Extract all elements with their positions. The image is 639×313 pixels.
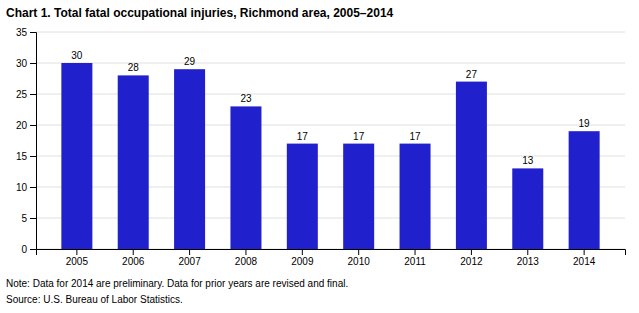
title: Chart 1. Total fatal occupational injuri… bbox=[6, 6, 394, 20]
x-axis: 2005 2006 2007 2008 2009 2010 2011 2012 2013 2014 bbox=[37, 249, 626, 267]
bar bbox=[174, 69, 205, 249]
x-tick: 2006 bbox=[122, 249, 145, 267]
y-tick-mark bbox=[30, 156, 36, 157]
x-tick: 2009 bbox=[291, 249, 314, 267]
x-axis-line bbox=[37, 250, 626, 256]
y-tick-label: 20 bbox=[16, 120, 28, 131]
data-label: 29 bbox=[184, 56, 196, 67]
grid-line bbox=[36, 63, 625, 64]
x-tick-mark bbox=[302, 249, 303, 255]
data-label: 13 bbox=[522, 155, 534, 166]
y-tick-mark bbox=[30, 63, 36, 64]
y-tick-label: 10 bbox=[16, 182, 28, 193]
x-tick: 2011 bbox=[404, 249, 426, 267]
x-tick-label: 2005 bbox=[66, 256, 89, 267]
bar bbox=[456, 82, 487, 249]
data-label: 27 bbox=[466, 69, 478, 80]
y-tick: 20 bbox=[16, 120, 36, 131]
data-label: 30 bbox=[71, 50, 83, 61]
x-tick-label: 2007 bbox=[178, 256, 201, 267]
data-label: 19 bbox=[579, 118, 591, 129]
grid bbox=[36, 32, 625, 249]
y-tick-label: 25 bbox=[16, 89, 28, 100]
note: Source: U.S. Bureau of Labor Statistics. bbox=[6, 294, 183, 305]
x-tick-label: 2009 bbox=[291, 256, 314, 267]
y-tick: 30 bbox=[16, 58, 36, 69]
y-axis: 0 5 10 15 20 25 30 35 bbox=[16, 27, 37, 255]
bar bbox=[230, 106, 261, 249]
x-tick-label: 2014 bbox=[573, 256, 596, 267]
x-tick-mark bbox=[471, 249, 472, 255]
x-tick-mark bbox=[584, 249, 585, 255]
data-label: 23 bbox=[240, 93, 252, 104]
y-axis-line bbox=[30, 33, 37, 250]
y-tick-label: 30 bbox=[16, 58, 28, 69]
data-label: 28 bbox=[128, 62, 140, 73]
x-tick: 2008 bbox=[235, 249, 258, 267]
x-tick: 2013 bbox=[517, 249, 540, 267]
y-tick-mark bbox=[30, 249, 36, 250]
y-tick-label: 15 bbox=[16, 151, 28, 162]
y-tick: 25 bbox=[16, 89, 36, 100]
y-tick-label: 35 bbox=[16, 27, 28, 38]
notes: Note: Data for 2014 are preliminary. Dat… bbox=[6, 278, 348, 305]
x-tick-label: 2008 bbox=[235, 256, 258, 267]
y-tick-mark bbox=[30, 94, 36, 95]
data-label: 17 bbox=[409, 131, 421, 142]
x-tick-mark bbox=[358, 249, 359, 255]
bars bbox=[61, 63, 599, 249]
y-tick-mark bbox=[30, 187, 36, 188]
bar bbox=[118, 75, 149, 249]
y-tick-mark bbox=[30, 125, 36, 126]
x-tick: 2010 bbox=[348, 249, 371, 267]
x-tick-mark bbox=[133, 249, 134, 255]
bar bbox=[512, 168, 543, 249]
y-tick: 0 bbox=[21, 244, 36, 255]
y-tick: 5 bbox=[21, 213, 36, 224]
x-tick-label: 2013 bbox=[517, 256, 540, 267]
grid-line bbox=[36, 32, 625, 33]
chart: Chart 1. Total fatal occupational injuri… bbox=[0, 0, 639, 313]
x-tick: 2014 bbox=[573, 249, 596, 267]
x-tick: 2005 bbox=[66, 249, 89, 267]
note: Note: Data for 2014 are preliminary. Dat… bbox=[6, 278, 348, 289]
x-tick-mark bbox=[245, 249, 246, 255]
y-tick: 15 bbox=[16, 151, 36, 162]
x-tick-label: 2012 bbox=[460, 256, 483, 267]
data-labels: 30 28 29 23 17 17 17 27 13 19 bbox=[71, 50, 590, 166]
y-tick: 10 bbox=[16, 182, 36, 193]
y-tick-label: 0 bbox=[21, 244, 27, 255]
x-tick-mark bbox=[415, 249, 416, 255]
bar bbox=[569, 131, 600, 249]
y-tick: 35 bbox=[16, 27, 36, 38]
bar bbox=[61, 63, 92, 249]
bar bbox=[287, 144, 318, 249]
y-tick-label: 5 bbox=[21, 213, 27, 224]
data-label: 17 bbox=[353, 131, 365, 142]
data-label: 17 bbox=[297, 131, 309, 142]
x-tick: 2007 bbox=[178, 249, 201, 267]
x-tick-mark bbox=[76, 249, 77, 255]
y-tick-mark bbox=[30, 218, 36, 219]
x-tick: 2012 bbox=[460, 249, 483, 267]
bar bbox=[343, 144, 374, 249]
x-tick-mark bbox=[527, 249, 528, 255]
bar bbox=[400, 144, 431, 249]
y-tick-mark bbox=[30, 32, 36, 33]
x-tick-mark bbox=[189, 249, 190, 255]
x-tick-label: 2011 bbox=[404, 256, 426, 267]
x-tick-label: 2010 bbox=[348, 256, 371, 267]
x-tick-label: 2006 bbox=[122, 256, 145, 267]
